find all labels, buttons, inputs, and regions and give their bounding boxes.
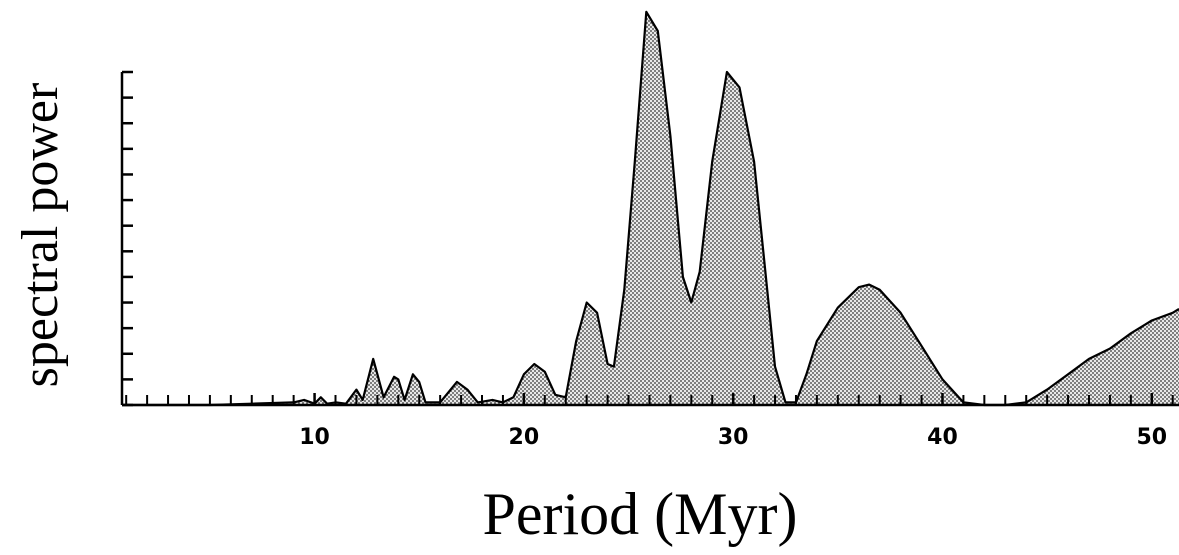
x-tick-label: 20 — [509, 425, 540, 450]
area-fill — [122, 11, 1179, 406]
x-tick-label: 30 — [718, 425, 749, 450]
area-line — [122, 10, 1179, 407]
x-axis-title: Period (Myr) — [483, 481, 798, 547]
y-axis-title: spectral power — [12, 83, 69, 388]
x-tick-label: 40 — [927, 425, 958, 450]
x-tick-label: 50 — [1136, 425, 1167, 450]
x-tick-label: 10 — [299, 425, 330, 450]
